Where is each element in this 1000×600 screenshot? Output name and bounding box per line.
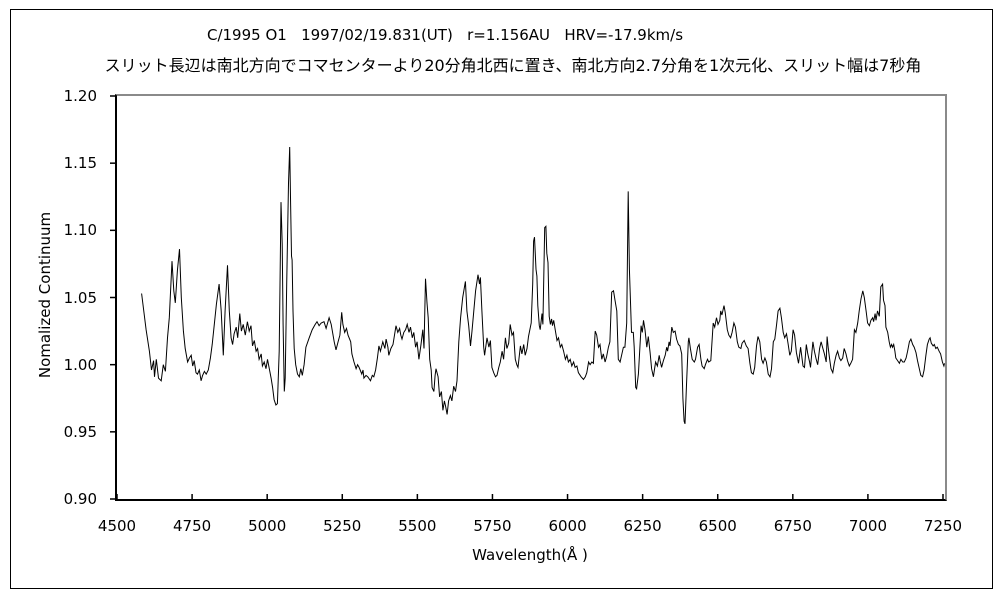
- chart-title: C/1995 O1 1997/02/19.831(UT) r=1.156AU H…: [206, 26, 684, 44]
- x-tick-label: 6750: [773, 517, 812, 535]
- y-tick-label: 1.20: [63, 87, 97, 105]
- x-tick-label: 5000: [248, 517, 287, 535]
- x-tick-label: 7000: [848, 517, 887, 535]
- x-tick-label: 4750: [172, 517, 212, 535]
- y-tick-label: 0.90: [63, 490, 97, 508]
- y-tick-label: 1.00: [63, 355, 97, 374]
- chart-subtitle: スリット長辺は南北方向でコマセンターより20分角北西に置き、南北方向2.7分角を…: [104, 56, 922, 75]
- x-tick-label: 5750: [473, 517, 512, 535]
- x-tick-label: 5500: [398, 517, 437, 535]
- x-tick-label: 6000: [548, 517, 587, 535]
- plot-area: [110, 94, 947, 501]
- y-tick-label: 1.15: [63, 154, 97, 173]
- spectrum-polyline: [141, 146, 945, 424]
- x-tick-label: 6500: [698, 517, 737, 535]
- y-tick-label: 0.95: [63, 422, 97, 441]
- y-tick-label: 1.10: [63, 221, 97, 240]
- x-tick-label: 5250: [323, 517, 362, 535]
- y-tick-label: 1.05: [63, 288, 97, 307]
- chart-frame: [10, 9, 993, 589]
- spectrum-plot-svg: [110, 95, 945, 500]
- x-tick-label: 6250: [623, 517, 662, 535]
- x-tick-label: 7250: [923, 517, 963, 535]
- x-axis-title: Wavelength(Å ): [472, 546, 588, 564]
- x-tick-label: 4500: [97, 517, 137, 535]
